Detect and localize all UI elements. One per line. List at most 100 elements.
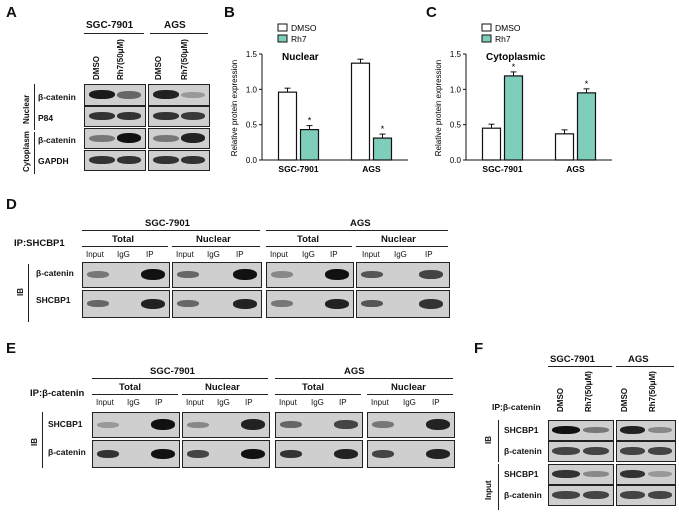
lane-label: IP <box>236 250 244 259</box>
x-tick-label: SGC-7901 <box>278 164 318 174</box>
blot-strip <box>616 441 676 462</box>
row-label: SHCBP1 <box>504 469 539 479</box>
y-axis-label: Relative protein expression <box>434 60 443 157</box>
fraction-underline <box>82 246 168 247</box>
blot-strip <box>367 412 455 438</box>
ib-label: IB <box>16 288 25 296</box>
row-label: GAPDH <box>38 156 69 166</box>
blot-strip <box>92 440 180 468</box>
bar <box>350 62 371 161</box>
lane-label: DMSO <box>92 56 101 80</box>
blot-strip <box>266 262 354 288</box>
x-tick-label: AGS <box>362 164 381 174</box>
lane-label: IgG <box>403 398 416 407</box>
panel-label-f: F <box>474 340 484 357</box>
blot-strip <box>82 262 170 288</box>
fraction-label: Total <box>302 382 324 393</box>
fraction-underline <box>266 246 352 247</box>
fraction-label: Nuclear <box>381 234 416 245</box>
group-label-ags: AGS <box>164 20 186 31</box>
panel-label-b: B <box>224 4 235 21</box>
group-label: AGS <box>350 218 371 229</box>
bar <box>481 127 502 161</box>
lane-label: Input <box>362 250 380 259</box>
group-underline <box>82 230 260 231</box>
legend-label: DMSO <box>291 23 317 33</box>
lane-label: IP <box>146 250 154 259</box>
fraction-label: Nuclear <box>205 382 240 393</box>
group-underline <box>92 378 268 379</box>
lane-label: Rh7(50μM) <box>116 39 125 80</box>
bar <box>299 129 320 161</box>
x-tick-label: AGS <box>566 164 585 174</box>
y-tick-label: 1.0 <box>246 85 258 94</box>
bar <box>554 133 575 161</box>
ip-label: IP:β-catenin <box>492 402 541 412</box>
fraction-label: Nuclear <box>196 234 231 245</box>
group-underline <box>84 33 144 34</box>
significance-marker: * <box>308 116 312 126</box>
lane-label: IgG <box>394 250 407 259</box>
ib-label: IB <box>30 438 39 446</box>
legend-label: Rh7 <box>495 34 511 44</box>
section-label-ib: IB <box>484 436 493 444</box>
ip-label: IP:β-catenin <box>30 388 85 399</box>
bar <box>277 91 298 161</box>
fraction-underline <box>367 394 453 395</box>
blot-strip <box>148 84 210 106</box>
blot-strip <box>82 290 170 318</box>
row-label: β-catenin <box>48 447 86 457</box>
lane-label: Rh7(50μM) <box>180 39 189 80</box>
y-axis-label: Relative protein expression <box>230 60 239 157</box>
blot-strip <box>548 485 614 506</box>
lane-label: IP <box>330 250 338 259</box>
group-underline <box>616 366 674 367</box>
blot-strip <box>92 412 180 438</box>
legend-swatch <box>277 23 288 32</box>
bracket <box>34 132 35 174</box>
significance-marker: * <box>585 79 589 89</box>
fraction-label-nuclear: Nuclear <box>22 94 31 124</box>
bar <box>576 92 597 161</box>
blot-strip <box>84 106 146 127</box>
row-label: β-catenin <box>36 268 74 278</box>
blot-strip <box>84 150 146 171</box>
lane-label: Input <box>176 250 194 259</box>
lane-label: Rh7(50μM) <box>584 371 593 412</box>
significance-marker: * <box>512 62 516 72</box>
blot-strip <box>616 420 676 441</box>
bracket <box>498 420 499 462</box>
lane-label: IP <box>339 398 347 407</box>
bar <box>372 137 393 161</box>
fraction-underline <box>356 246 448 247</box>
blot-strip <box>182 440 270 468</box>
section-label-input: Input <box>484 480 493 500</box>
group-label: AGS <box>628 354 649 365</box>
bar-chart-cytoplasmic: Relative protein expression 0.0 0.5 1.0 1.5 C… <box>434 23 612 174</box>
panel-label-a: A <box>6 4 17 21</box>
lane-label: IgG <box>302 250 315 259</box>
group-label-sgc: SGC-7901 <box>86 20 134 31</box>
x-tick-label: SGC-7901 <box>482 164 522 174</box>
bar-chart-nuclear: Relative protein expression 0.0 0.5 1.0 1.5 N… <box>230 23 408 174</box>
y-tick-label: 1.5 <box>246 50 258 59</box>
blot-strip <box>182 412 270 438</box>
ip-label: IP:SHCBP1 <box>14 238 65 249</box>
chart-title: Cytoplasmic <box>486 52 546 63</box>
legend-swatch <box>481 34 492 43</box>
lane-label: IgG <box>127 398 140 407</box>
row-label: SHCBP1 <box>48 419 83 429</box>
fraction-underline <box>275 394 361 395</box>
lane-label: IP <box>155 398 163 407</box>
panel-label-c: C <box>426 4 437 21</box>
lane-label: IP <box>432 398 440 407</box>
blot-strip <box>616 464 676 485</box>
lane-label: Input <box>86 250 104 259</box>
fraction-label: Total <box>297 234 319 245</box>
bar <box>503 75 524 161</box>
row-label: β-catenin <box>38 135 76 145</box>
blot-strip <box>356 262 450 288</box>
group-label: SGC-7901 <box>145 218 190 229</box>
lane-label: IgG <box>217 398 230 407</box>
blot-strip <box>148 106 210 127</box>
